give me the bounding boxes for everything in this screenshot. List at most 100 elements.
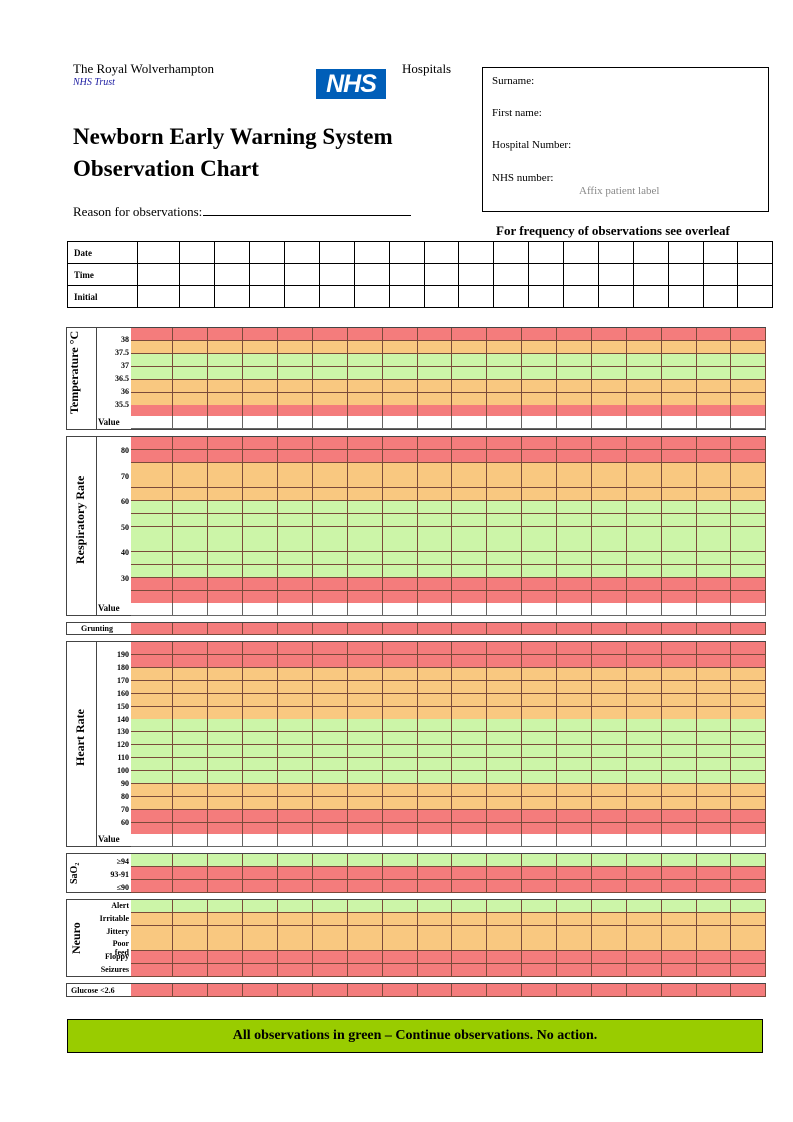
chart-cell[interactable] — [418, 879, 452, 893]
chart-cell[interactable] — [731, 834, 766, 847]
entry-cell[interactable] — [424, 263, 459, 286]
chart-cell[interactable] — [383, 693, 418, 707]
chart-cell[interactable] — [208, 706, 243, 720]
chart-cell[interactable] — [131, 379, 173, 393]
chart-cell[interactable] — [418, 706, 452, 720]
chart-cell[interactable] — [208, 680, 243, 694]
chart-cell[interactable] — [592, 879, 627, 893]
chart-cell[interactable] — [131, 366, 173, 380]
chart-cell[interactable] — [522, 866, 557, 880]
chart-cell[interactable] — [208, 938, 243, 952]
chart-cell[interactable] — [348, 475, 383, 489]
chart-cell[interactable] — [487, 879, 522, 893]
chart-cell[interactable] — [348, 900, 383, 913]
chart-cell[interactable] — [383, 642, 418, 655]
chart-cell[interactable] — [313, 565, 348, 578]
chart-cell[interactable] — [557, 590, 592, 604]
chart-cell[interactable] — [627, 366, 662, 380]
chart-cell[interactable] — [731, 340, 766, 354]
chart-cell[interactable] — [243, 366, 278, 380]
chart-cell[interactable] — [243, 590, 278, 604]
chart-cell[interactable] — [522, 577, 557, 591]
chart-cell[interactable] — [522, 642, 557, 655]
chart-cell[interactable] — [243, 475, 278, 489]
chart-cell[interactable] — [243, 693, 278, 707]
chart-cell[interactable] — [452, 809, 487, 823]
chart-cell[interactable] — [487, 938, 522, 952]
chart-cell[interactable] — [418, 796, 452, 810]
chart-cell[interactable] — [383, 706, 418, 720]
chart-cell[interactable] — [487, 340, 522, 354]
chart-cell[interactable] — [697, 379, 731, 393]
chart-cell[interactable] — [243, 912, 278, 926]
chart-cell[interactable] — [278, 379, 313, 393]
chart-cell[interactable] — [452, 680, 487, 694]
chart-cell[interactable] — [131, 732, 173, 746]
chart-cell[interactable] — [522, 834, 557, 847]
entry-cell[interactable] — [458, 285, 494, 308]
chart-cell[interactable] — [313, 513, 348, 527]
chart-cell[interactable] — [278, 488, 313, 502]
chart-cell[interactable] — [383, 796, 418, 810]
chart-cell[interactable] — [173, 366, 208, 380]
chart-cell[interactable] — [383, 719, 418, 733]
chart-cell[interactable] — [131, 964, 173, 977]
chart-cell[interactable] — [452, 732, 487, 746]
entry-cell[interactable] — [598, 263, 634, 286]
chart-cell[interactable] — [278, 667, 313, 681]
chart-cell[interactable] — [627, 866, 662, 880]
entry-cell[interactable] — [179, 285, 215, 308]
chart-cell[interactable] — [557, 879, 592, 893]
chart-cell[interactable] — [313, 475, 348, 489]
chart-cell[interactable] — [278, 353, 313, 367]
chart-cell[interactable] — [522, 539, 557, 553]
chart-cell[interactable] — [348, 590, 383, 604]
chart-cell[interactable] — [557, 353, 592, 367]
chart-cell[interactable] — [697, 603, 731, 616]
chart-cell[interactable] — [487, 809, 522, 823]
chart-cell[interactable] — [487, 984, 522, 997]
chart-cell[interactable] — [627, 462, 662, 476]
chart-cell[interactable] — [662, 964, 697, 977]
chart-cell[interactable] — [173, 938, 208, 952]
chart-cell[interactable] — [592, 603, 627, 616]
chart-cell[interactable] — [557, 834, 592, 847]
chart-cell[interactable] — [522, 732, 557, 746]
chart-cell[interactable] — [243, 706, 278, 720]
chart-cell[interactable] — [662, 879, 697, 893]
chart-cell[interactable] — [131, 462, 173, 476]
entry-cell[interactable] — [493, 241, 529, 264]
chart-cell[interactable] — [662, 667, 697, 681]
chart-cell[interactable] — [208, 879, 243, 893]
chart-cell[interactable] — [173, 796, 208, 810]
chart-cell[interactable] — [557, 449, 592, 463]
chart-cell[interactable] — [662, 328, 697, 341]
chart-cell[interactable] — [278, 577, 313, 591]
chart-cell[interactable] — [522, 771, 557, 784]
chart-cell[interactable] — [697, 340, 731, 354]
chart-cell[interactable] — [131, 340, 173, 354]
chart-cell[interactable] — [243, 732, 278, 746]
chart-cell[interactable] — [278, 809, 313, 823]
chart-cell[interactable] — [592, 642, 627, 655]
chart-cell[interactable] — [243, 340, 278, 354]
chart-cell[interactable] — [278, 834, 313, 847]
chart-cell[interactable] — [208, 693, 243, 707]
chart-cell[interactable] — [243, 577, 278, 591]
chart-cell[interactable] — [731, 706, 766, 720]
entry-cell[interactable] — [528, 263, 564, 286]
chart-cell[interactable] — [418, 938, 452, 952]
chart-cell[interactable] — [592, 680, 627, 694]
chart-cell[interactable] — [173, 900, 208, 913]
chart-cell[interactable] — [418, 771, 452, 784]
chart-cell[interactable] — [418, 900, 452, 913]
chart-cell[interactable] — [383, 603, 418, 616]
chart-cell[interactable] — [278, 526, 313, 540]
chart-cell[interactable] — [697, 834, 731, 847]
chart-cell[interactable] — [243, 925, 278, 939]
chart-cell[interactable] — [522, 328, 557, 341]
entry-cell[interactable] — [668, 263, 704, 286]
chart-cell[interactable] — [278, 693, 313, 707]
chart-cell[interactable] — [452, 449, 487, 463]
entry-cell[interactable] — [633, 285, 669, 308]
